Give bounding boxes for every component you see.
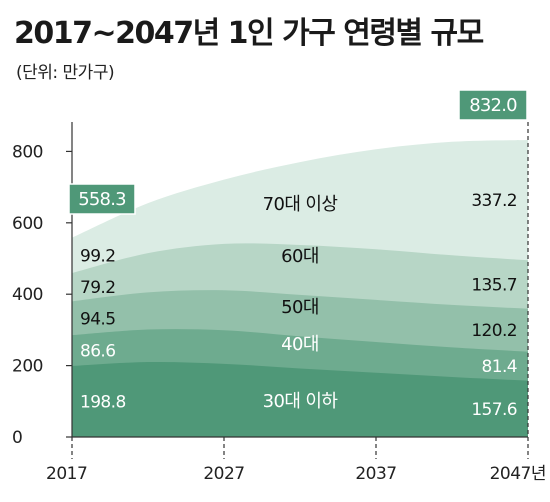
y-tick-label: 200: [12, 357, 43, 377]
x-tick-label: 2037: [355, 464, 396, 484]
x-tick-label: 2027: [203, 464, 244, 484]
series-name-label: 50대: [281, 297, 319, 318]
y-tick-label: 800: [12, 142, 43, 162]
start-value-label: 198.8: [80, 393, 126, 413]
end-value-label: 337.2: [471, 191, 517, 211]
end-value-label: 81.4: [482, 357, 517, 377]
y-tick-label: 0: [12, 428, 22, 448]
start-value-label: 79.2: [80, 278, 115, 298]
end-value-label: 135.7: [471, 276, 517, 296]
start-value-label: 94.5: [80, 309, 115, 329]
x-tick-label: 2017: [46, 464, 87, 484]
y-tick-label: 400: [12, 285, 43, 305]
series-name-label: 70대 이상: [263, 194, 338, 215]
series-name-label: 60대: [281, 246, 319, 267]
end-value-label: 120.2: [471, 321, 517, 341]
total-end-label: 832.0: [469, 95, 517, 116]
end-value-label: 157.6: [471, 400, 517, 420]
series-name-label: 40대: [281, 334, 319, 355]
area-band-30s-under: [72, 361, 528, 437]
total-start-box: [68, 183, 136, 215]
total-start-label: 558.3: [78, 189, 126, 210]
x-tick-label: 2047년: [490, 464, 546, 484]
total-end-box: [458, 89, 528, 121]
y-tick-label: 600: [12, 214, 43, 234]
chart-unit: (단위: 만가구): [16, 63, 115, 83]
start-value-label: 86.6: [80, 342, 115, 362]
chart-title: 2017~2047년 1인 가구 연령별 규모: [14, 16, 484, 51]
series-name-label: 30대 이하: [263, 391, 339, 412]
start-value-label: 99.2: [80, 246, 115, 266]
